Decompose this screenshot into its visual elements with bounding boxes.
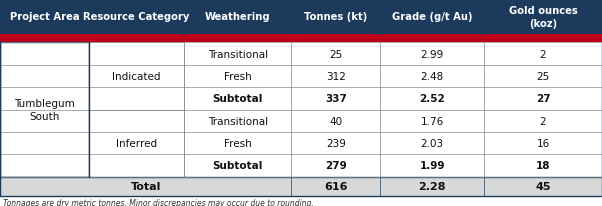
Bar (0, 177, 602, 196)
Text: 2.52: 2.52 (420, 94, 445, 104)
Text: Transitional: Transitional (208, 49, 268, 59)
Text: 45: 45 (535, 181, 551, 191)
Text: 239: 239 (326, 138, 346, 148)
Text: Inferred: Inferred (116, 138, 157, 148)
Text: 2: 2 (539, 116, 547, 126)
Bar (0, 132, 602, 154)
Text: Subtotal: Subtotal (213, 94, 263, 104)
Text: Resource Category: Resource Category (84, 12, 190, 22)
Bar (0, 43, 602, 66)
Bar (0, 43, 89, 177)
Text: Gold ounces
(koz): Gold ounces (koz) (509, 6, 577, 28)
Bar (0, 110, 602, 132)
Text: Indicated: Indicated (113, 72, 161, 82)
Text: 1.99: 1.99 (420, 161, 445, 171)
Text: Weathering: Weathering (205, 12, 271, 22)
Text: 1.76: 1.76 (421, 116, 444, 126)
Text: Grade (g/t Au): Grade (g/t Au) (392, 12, 473, 22)
Text: Total: Total (131, 181, 161, 191)
Text: 18: 18 (536, 161, 550, 171)
Text: 27: 27 (536, 94, 550, 104)
Bar (0, 177, 602, 196)
Bar (0, 0, 602, 35)
Text: 2.03: 2.03 (421, 138, 444, 148)
Bar (89, 43, 184, 110)
Text: 279: 279 (325, 161, 347, 171)
Text: Tonnes (kt): Tonnes (kt) (304, 12, 368, 22)
Bar (0, 0, 602, 35)
Text: Tumblegum
South: Tumblegum South (14, 98, 75, 122)
Bar (89, 110, 184, 177)
Text: 40: 40 (329, 116, 343, 126)
Text: 2.99: 2.99 (421, 49, 444, 59)
Text: 312: 312 (326, 72, 346, 82)
Bar (0, 66, 602, 88)
Text: 16: 16 (536, 138, 550, 148)
Text: Project Area: Project Area (10, 12, 79, 22)
Bar (0, 43, 89, 177)
Text: Fresh: Fresh (224, 72, 252, 82)
Bar (0, 88, 602, 110)
Text: 25: 25 (329, 49, 343, 59)
Text: Fresh: Fresh (224, 138, 252, 148)
Bar (89, 43, 184, 110)
Text: 25: 25 (536, 72, 550, 82)
Text: 616: 616 (324, 181, 348, 191)
Text: Transitional: Transitional (208, 116, 268, 126)
Text: Tonnages are dry metric tonnes. Minor discrepancies may occur due to rounding.: Tonnages are dry metric tonnes. Minor di… (3, 198, 314, 206)
Text: 2: 2 (539, 49, 547, 59)
Text: 2.28: 2.28 (418, 181, 446, 191)
Bar (89, 110, 184, 177)
Text: Subtotal: Subtotal (213, 161, 263, 171)
Text: 2.48: 2.48 (421, 72, 444, 82)
Bar (0, 35, 602, 43)
Bar (0, 154, 602, 177)
Text: 337: 337 (325, 94, 347, 104)
